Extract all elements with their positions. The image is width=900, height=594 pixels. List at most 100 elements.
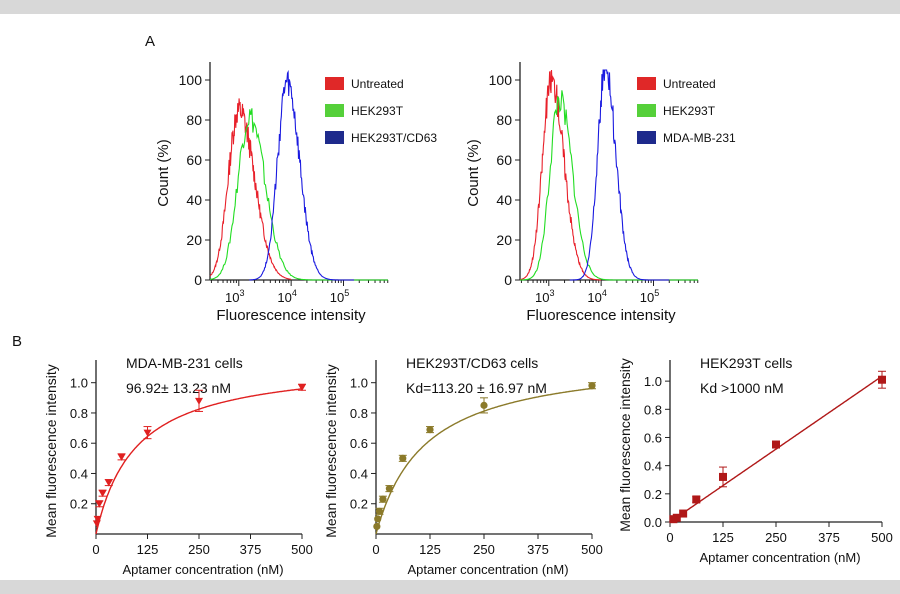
data-point (480, 401, 488, 409)
annotation-kd: Kd=113.20 ± 16.97 nM (406, 380, 547, 396)
y-tick-label: 0.4 (350, 466, 368, 481)
binding-chart-2: 0.2 0.4 0.6 0.8 1.0 0 125 250 375 500 Aptamer conc… (323, 355, 603, 577)
y-tick-label: 0 (194, 272, 202, 288)
data-point (719, 472, 727, 481)
data-point (93, 515, 102, 523)
y-tick-label: 100 (179, 72, 203, 88)
x-tick-label: 125 (419, 542, 441, 557)
x-tick-label: 250 (188, 542, 210, 557)
legend-label: HEK293T (663, 104, 716, 118)
x-tick-label: 375 (240, 542, 262, 557)
figure-panel: A B 0 20 40 60 80 100 103 104 105 Fluorescence in… (0, 14, 900, 580)
y-tick-label: 80 (496, 112, 512, 128)
annotation-kd: Kd >1000 nM (700, 380, 784, 396)
y-tick-label: 1.0 (350, 376, 368, 391)
x-tick-label: 103 (535, 288, 554, 305)
histogram-series-mda-mb-231 (569, 69, 670, 281)
y-tick-label: 60 (186, 152, 202, 168)
y-tick-label: 0.8 (350, 406, 368, 421)
histogram-series-hek293t-cd63 (249, 69, 354, 281)
data-point (385, 485, 393, 493)
legend-swatch (325, 77, 344, 90)
data-point (98, 490, 107, 498)
x-tick-label: 104 (587, 288, 606, 305)
histogram-series-untreated (519, 69, 602, 281)
panel-label-a: A (145, 33, 155, 50)
data-point (95, 500, 104, 508)
x-axis-label: Aptamer concentration (nM) (122, 562, 283, 577)
y-tick-label: 0.6 (70, 436, 88, 451)
x-axis-label: Fluorescence intensity (526, 307, 676, 324)
panel-label-b: B (12, 333, 22, 350)
y-tick-label: 0.2 (644, 487, 662, 502)
data-point (772, 440, 780, 449)
x-tick-label: 375 (818, 530, 840, 545)
legend-swatch (637, 77, 656, 90)
y-tick-label: 40 (186, 192, 202, 208)
annotation-kd: 96.92± 13.23 nM (126, 380, 231, 396)
x-tick-label: 0 (92, 542, 99, 557)
y-tick-label: 0.8 (644, 402, 662, 417)
data-point (399, 454, 407, 462)
legend-swatch (637, 131, 656, 144)
y-tick-label: 0.2 (70, 497, 88, 512)
legend-swatch (637, 104, 656, 117)
legend-swatch (325, 131, 344, 144)
data-point (92, 520, 101, 528)
x-tick-label: 105 (330, 288, 349, 305)
data-point (692, 495, 701, 504)
y-tick-label: 0.2 (350, 497, 368, 512)
data-point (373, 522, 381, 531)
x-tick-label: 0 (666, 530, 673, 545)
legend-label: HEK293T/CD63 (351, 131, 437, 145)
data-point (374, 515, 382, 523)
data-point (117, 453, 126, 461)
data-point (195, 397, 203, 405)
y-tick-label: 100 (489, 72, 513, 88)
histogram-series-untreated (209, 98, 292, 280)
x-axis-label: Aptamer concentration (nM) (699, 550, 860, 565)
y-tick-label: 0.4 (70, 466, 88, 481)
y-tick-label: 1.0 (644, 374, 662, 389)
x-tick-label: 103 (225, 288, 244, 305)
y-tick-label: 0 (504, 272, 512, 288)
x-tick-label: 250 (765, 530, 787, 545)
y-tick-label: 20 (496, 232, 512, 248)
x-tick-label: 500 (871, 530, 893, 545)
histogram-chart-2: 0 20 40 60 80 100 103 104 105 Fluorescence intens… (465, 62, 736, 324)
data-point (588, 382, 596, 390)
annotation-title: MDA-MB-231 cells (126, 355, 243, 371)
x-axis-label: Fluorescence intensity (216, 307, 366, 324)
x-tick-label: 0 (372, 542, 379, 557)
data-point (672, 513, 681, 522)
data-point (679, 509, 688, 518)
data-point (143, 429, 152, 437)
y-tick-label: 60 (496, 152, 512, 168)
histogram-chart-1: 0 20 40 60 80 100 103 104 105 Fluorescence intens… (155, 62, 437, 324)
y-axis-label: Mean fluorescence intensity (617, 358, 633, 532)
x-tick-label: 104 (277, 288, 296, 305)
y-tick-label: 0.6 (644, 430, 662, 445)
x-tick-label: 375 (527, 542, 549, 557)
x-tick-label: 500 (291, 542, 313, 557)
data-point (379, 495, 387, 503)
annotation-title: HEK293T/CD63 cells (406, 355, 538, 371)
x-tick-label: 105 (640, 288, 659, 305)
y-tick-label: 0.6 (350, 436, 368, 451)
annotation-title: HEK293T cells (700, 355, 792, 371)
data-point (878, 375, 886, 384)
legend-swatch (325, 104, 344, 117)
histogram-series-hek293t (520, 90, 698, 281)
y-axis-label: Mean fluorescence intensity (323, 364, 339, 538)
y-axis-label: Count (%) (465, 139, 482, 207)
y-tick-label: 0.0 (644, 515, 662, 530)
legend-label: MDA-MB-231 (663, 131, 736, 145)
y-tick-label: 1.0 (70, 376, 88, 391)
y-tick-label: 0.4 (644, 459, 662, 474)
y-axis-label: Mean fluorescence intensity (43, 364, 59, 538)
legend-label: Untreated (351, 77, 404, 91)
x-tick-label: 250 (473, 542, 495, 557)
y-tick-label: 40 (496, 192, 512, 208)
y-tick-label: 0.8 (70, 406, 88, 421)
x-tick-label: 500 (581, 542, 603, 557)
